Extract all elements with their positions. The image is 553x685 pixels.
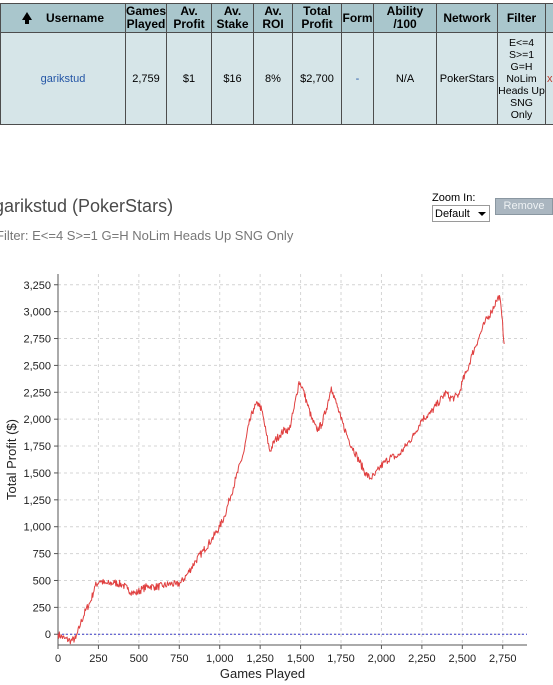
x-tick-label: 250 [89,653,107,665]
x-tick-label: 1,250 [246,653,274,665]
stats-table: Username Games Played Av. Profit Av. Sta… [0,3,553,125]
y-tick-label: 750 [33,549,51,561]
cell-ability: N/A [373,32,437,125]
chart-filter-text: Filter: E<=4 S>=1 G=H NoLim Heads Up SNG… [0,228,294,243]
cell-av-roi: 8% [253,32,293,125]
table-row: garikstud 2,759 $1 $16 8% $2,700 - N/A P… [0,32,553,125]
y-tick-label: 0 [45,629,51,641]
x-tick-label: 1,000 [206,653,234,665]
x-tick-label: 500 [130,653,148,665]
cell-av-profit: $1 [166,32,212,125]
plot-area [58,274,527,645]
remove-row-button[interactable]: x [545,32,553,125]
y-tick-label: 3,250 [23,280,51,292]
x-tick-label: 2,500 [449,653,477,665]
y-tick-label: 2,750 [23,334,51,346]
y-tick-label: 500 [33,575,51,587]
chart-title: garikstud (PokerStars) [0,196,174,216]
x-tick-label: 2,750 [489,653,517,665]
x-tick-label: 0 [55,653,61,665]
cell-network: PokerStars [436,32,498,125]
x-tick-label: 2,250 [408,653,436,665]
cell-total-profit: $2,700 [292,32,342,125]
cell-games-played: 2,759 [125,32,167,125]
column-header-network[interactable]: Network [436,3,498,33]
column-header-av-profit[interactable]: Av. Profit [166,3,212,33]
zoom-select-value: Default [435,208,470,220]
table-header-row: Username Games Played Av. Profit Av. Sta… [0,3,553,33]
column-header-ability[interactable]: Ability /100 [373,3,437,33]
y-tick-label: 1,000 [23,522,51,534]
y-tick-label: 3,000 [23,307,51,319]
y-axis-label: Total Profit ($) [4,419,19,500]
x-tick-label: 1,750 [327,653,355,665]
cell-filter: E<=4 S>=1 G=H NoLim Heads Up SNG Only [497,32,546,125]
y-tick-label: 2,000 [23,414,51,426]
cell-username: garikstud [0,32,126,125]
column-header-username[interactable]: Username [0,3,126,33]
y-tick-label: 2,500 [23,360,51,372]
column-header-av-roi[interactable]: Av. ROI [253,3,293,33]
sort-up-icon[interactable] [21,12,32,25]
zoom-select[interactable]: Default [432,205,490,222]
column-header-remove [545,3,553,33]
column-header-total-profit[interactable]: Total Profit [292,3,342,33]
remove-button[interactable]: Remove [495,198,553,215]
player-link[interactable]: garikstud [40,72,86,85]
x-axis-label: Games Played [220,666,305,681]
y-tick-label: 1,250 [23,495,51,507]
column-header-games-played[interactable]: Games Played [125,3,167,33]
profit-series-line [57,295,505,645]
cell-av-stake: $16 [211,32,254,125]
y-tick-label: 1,750 [23,441,51,453]
x-tick-label: 2,000 [368,653,396,665]
y-tick-label: 2,250 [23,387,51,399]
chevron-down-icon[interactable] [478,212,486,216]
cell-form[interactable]: - [341,32,374,125]
zoom-label: Zoom In: [432,192,476,204]
y-tick-label: 250 [33,602,51,614]
x-tick-label: 750 [170,653,188,665]
column-header-filter[interactable]: Filter [497,3,546,33]
y-tick-label: 1,500 [23,468,51,480]
profit-chart: 0 250 500 750 1,000 1,250 1,500 1,750 2,000 2,250… [4,274,527,681]
column-header-av-stake[interactable]: Av. Stake [211,3,254,33]
column-header-form[interactable]: Form [341,3,374,33]
x-tick-label: 1,500 [287,653,315,665]
